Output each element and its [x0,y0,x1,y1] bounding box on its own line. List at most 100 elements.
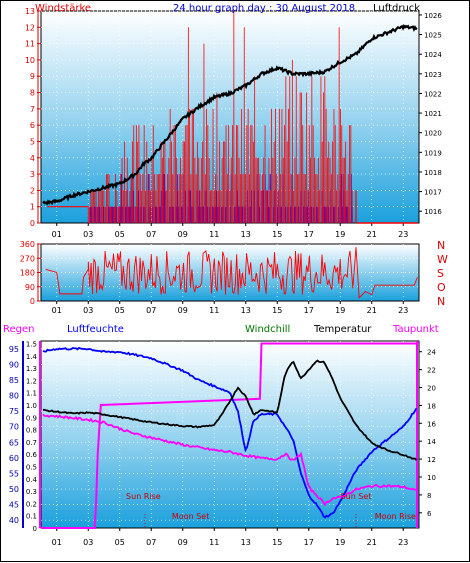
wind-xtick-label: 23 [398,230,408,239]
annotation-moon-rise: Moon Rise [375,512,416,521]
direction-xtick-label: 01 [52,306,62,315]
compass-label-3: O [437,281,446,294]
wind-ytick-label: 5 [30,137,35,146]
wind-ytick-label: 7 [30,105,35,114]
wind-xtick-label: 11 [209,230,219,239]
wind-ytick-label: 0 [30,219,35,228]
wind-xtick-label: 07 [146,230,156,239]
temp-xtick-label: 07 [146,538,156,547]
humidity-ytick-label: 80 [9,392,19,401]
rain-ytick-label: 1.4 [26,353,38,361]
compass-label-1: W [437,253,448,266]
wind-ytick-label: 9 [30,72,35,81]
wind-ytick-label: 4 [30,154,35,163]
temp-xtick-label: 03 [83,538,93,547]
temp-xtick-label: 11 [209,538,219,547]
temperature-ytick-label: 8 [427,492,431,500]
rain-ytick-label: 0.5 [26,463,37,471]
rain-ytick-label: 0.8 [26,427,37,435]
compass-label-4: N [437,295,445,308]
humidity-ytick-label: 70 [9,423,19,432]
pressure-ytick-label: 1017 [424,189,442,197]
wind-xtick-label: 19 [335,230,345,239]
temperature-series-line [43,359,418,461]
pressure-ytick-label: 1023 [424,71,442,79]
temperature-ytick-label: 14 [427,438,436,446]
temperature-ytick-label: 12 [427,456,436,464]
temp-xtick-label: 15 [272,538,282,547]
rain-ytick-label: 0.1 [26,513,37,521]
direction-ytick-label: 270 [20,254,35,263]
temp-xtick-label: 23 [398,538,408,547]
wind-axis-title: Windstärke [35,3,91,14]
humidity-ytick-label: 65 [9,438,19,447]
humidity-ytick-label: 95 [9,345,19,354]
rain-ytick-label: 0.6 [26,451,38,459]
wind-xtick-label: 03 [83,230,93,239]
temp-xtick-label: 19 [335,538,345,547]
rain-ytick-label: 1.2 [26,377,37,385]
rain-ytick-label: 0 [33,525,37,533]
temperature-ytick-label: 6 [427,510,432,518]
direction-xtick-label: 15 [272,306,282,315]
direction-xtick-label: 09 [178,306,188,315]
annotation-sun-rise: Sun Rise [126,492,161,501]
wind-direction-series-line [45,247,418,299]
humidity-ytick-label: 75 [9,407,19,416]
pressure-ytick-label: 1016 [424,208,442,216]
direction-xtick-label: 13 [241,306,251,315]
pressure-ytick-label: 1018 [424,169,442,177]
pressure-axis-title: Luftdruck [373,3,420,14]
rain-ytick-label: 0.7 [26,439,37,447]
temp-xtick-label: 01 [52,538,62,547]
temperature-ytick-label: 24 [427,349,436,357]
dewpoint-series-line [42,413,417,507]
pressure-ytick-label: 1025 [424,32,442,40]
rain-ytick-label: 1.3 [26,365,37,373]
wind-ytick-label: 1 [30,203,35,212]
wind-xtick-label: 15 [272,230,282,239]
temperature-legend-label: Temperatur [313,324,372,335]
wind-xtick-label: 17 [304,230,314,239]
rain-ytick-label: 1.1 [26,390,37,398]
humidity-ytick-label: 85 [9,376,19,385]
rain-ytick-label: 1.0 [26,402,37,410]
wind-ytick-label: 3 [30,170,35,179]
direction-xtick-label: 07 [146,306,156,315]
direction-ytick-label: 180 [20,269,35,278]
direction-ytick-label: 360 [20,240,35,249]
wind-ytick-label: 6 [30,121,35,130]
direction-xtick-label: 11 [209,306,219,315]
temp-xtick-label: 17 [304,538,314,547]
direction-xtick-label: 19 [335,306,345,315]
rain-ytick-label: 0.2 [26,500,37,508]
temperature-ytick-label: 22 [427,367,436,375]
temperature-humidity-plot-area [40,340,420,529]
temperature-ytick-label: 20 [427,385,436,393]
wind-ytick-label: 11 [25,40,35,49]
wind-xtick-label: 05 [115,230,125,239]
humidity-ytick-label: 50 [9,485,19,494]
rain-ytick-label: 0.9 [26,414,37,422]
rain-axis-title: Regen [3,324,35,335]
pressure-ytick-label: 1019 [424,149,442,157]
humidity-ytick-label: 55 [9,469,19,478]
humidity-ytick-label: 45 [9,501,19,510]
temperature-ytick-label: 18 [427,402,436,410]
temp-xtick-label: 13 [241,538,251,547]
temperature-ytick-label: 16 [427,420,436,428]
pressure-ytick-label: 1020 [424,130,442,138]
humidity-series-line [42,346,418,519]
annotation-moon-set: Moon Set [172,512,209,521]
wind-xtick-label: 01 [52,230,62,239]
humidity-axis-title: Luftfeuchte [67,324,124,335]
pressure-ytick-label: 1022 [424,90,442,98]
temp-xtick-label: 05 [115,538,125,547]
dewpoint-legend-label: Taupunkt [392,324,439,335]
annotation-sun-set: Sun Set [341,492,372,501]
direction-ytick-label: 90 [25,283,35,292]
temperature-ytick-label: 10 [427,474,436,482]
wind-xtick-label: 09 [178,230,188,239]
